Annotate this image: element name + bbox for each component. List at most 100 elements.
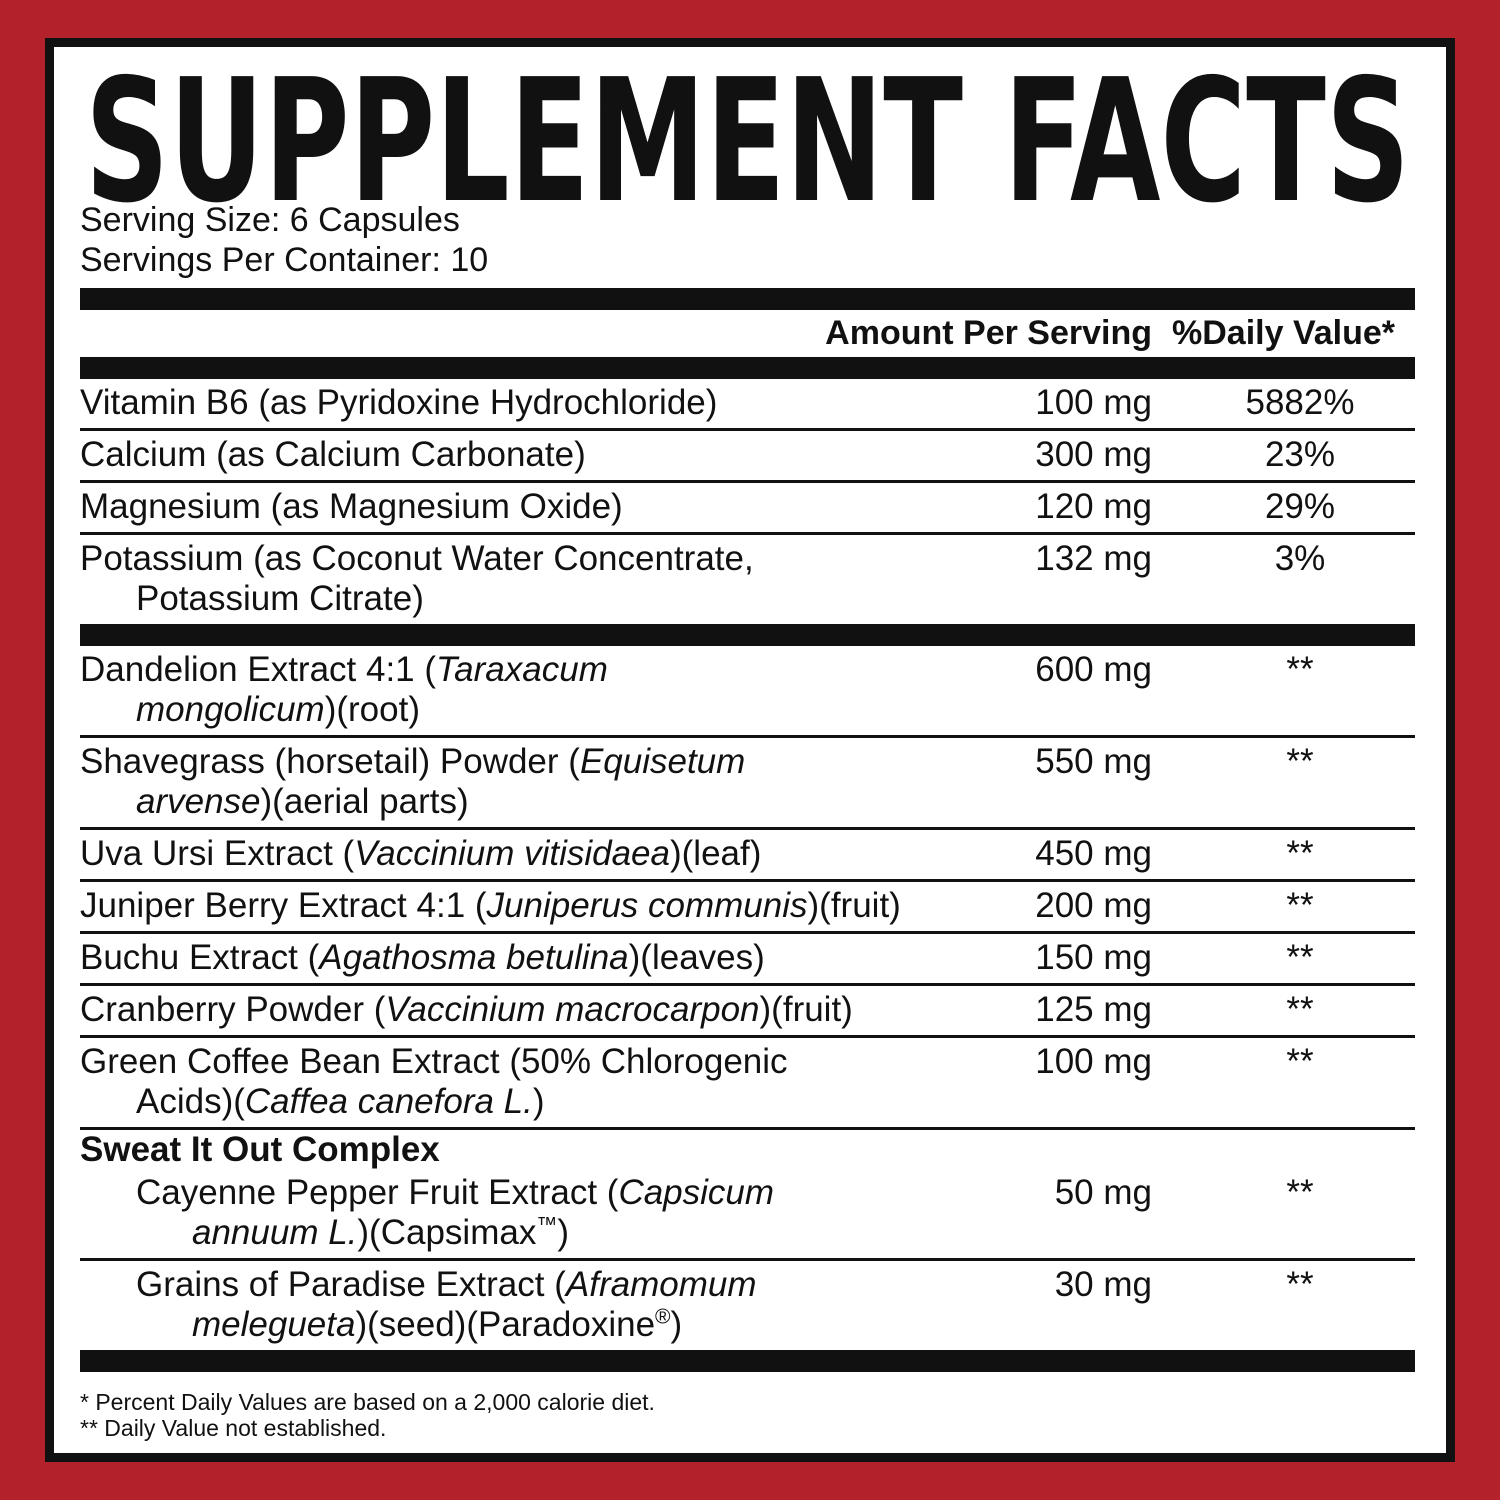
name-text: Vitamin B6 (as Pyridoxine Hydrochloride) (80, 383, 718, 422)
ingredient-name: Potassium (as Coconut Water Concentrate,… (80, 539, 1415, 619)
name-line: Potassium (as Coconut Water Concentrate, (80, 539, 1415, 579)
name-text: Grains of Paradise Extract ( (136, 1265, 566, 1304)
ingredient-name: Calcium (as Calcium Carbonate) (80, 435, 1415, 475)
rule-bar (80, 288, 1415, 310)
ingredient-name: Cranberry Powder (Vaccinium macrocarpon)… (80, 990, 1415, 1030)
name-line: Grains of Paradise Extract (Aframomum (136, 1265, 1415, 1305)
ingredient-row: Shavegrass (horsetail) Powder (Equisetum… (80, 738, 1415, 830)
facts-table: Amount Per Serving %Daily Value* Vitamin B… (80, 288, 1415, 1372)
facts-panel (45, 38, 1455, 1462)
name-line: Calcium (as Calcium Carbonate) (80, 435, 1415, 475)
name-text: Cranberry Powder ( (80, 990, 386, 1029)
name-line: Magnesium (as Magnesium Oxide) (80, 487, 1415, 527)
name-text: Juniper Berry Extract 4:1 ( (80, 886, 487, 925)
name-text: ) (532, 1082, 545, 1121)
daily-value-header: %Daily Value* (1172, 314, 1396, 352)
rule-bar (80, 624, 1415, 646)
name-text: )(Capsimax (357, 1213, 537, 1252)
ingredient-row: Dandelion Extract 4:1 (Taraxacum mongolic… (80, 646, 1415, 738)
name-text: Green Coffee Bean Extract (50% Chlorogen… (80, 1042, 788, 1081)
name-text: Uva Ursi Extract ( (80, 834, 355, 873)
ingredient-name: Magnesium (as Magnesium Oxide) (80, 487, 1415, 527)
title-area: SUPPLEMENT FACTS (85, 43, 1410, 230)
serving-info: Serving Size: 6 Capsules Servings Per Co… (80, 200, 488, 280)
name-line: Potassium Citrate) (80, 579, 1415, 619)
name-line: Cayenne Pepper Fruit Extract (Capsicum (136, 1173, 1415, 1213)
name-line: Buchu Extract (Agathosma betulina)(leave… (80, 938, 1415, 978)
rule-bar (80, 1350, 1415, 1372)
ingredient-name: Buchu Extract (Agathosma betulina)(leave… (80, 938, 1415, 978)
ingredient-row: Uva Ursi Extract (Vaccinium vitisidaea)(… (80, 830, 1415, 882)
name-text: )(leaf) (670, 834, 762, 873)
daily-value: ** (1286, 742, 1314, 781)
ingredient-name: Vitamin B6 (as Pyridoxine Hydrochloride) (80, 383, 1415, 423)
servings-per-container: Servings Per Container: 10 (80, 241, 489, 279)
name-text: Shavegrass (horsetail) Powder ( (80, 742, 580, 781)
ingredient-name: Shavegrass (horsetail) Powder (Equisetum… (80, 742, 1415, 822)
daily-value: ** (1286, 938, 1314, 977)
name-line: annuum L.)(Capsimax™) (136, 1213, 1415, 1253)
ingredient-row: Green Coffee Bean Extract (50% Chlorogen… (80, 1038, 1415, 1130)
name-text: melegueta (192, 1305, 356, 1344)
amount: 600 mg (1035, 650, 1152, 689)
name-line: Cranberry Powder (Vaccinium macrocarpon)… (80, 990, 1415, 1030)
name-line: Shavegrass (horsetail) Powder (Equisetum (80, 742, 1415, 782)
name-line: Uva Ursi Extract (Vaccinium vitisidaea)(… (80, 834, 1415, 874)
daily-value: ** (1286, 650, 1314, 689)
name-text: )(aerial parts) (260, 782, 469, 821)
daily-value: ** (1286, 1042, 1314, 1081)
ingredient-row: Cayenne Pepper Fruit Extract (Capsicum an… (80, 1169, 1415, 1261)
amount: 120 mg (1035, 487, 1152, 526)
daily-value: ** (1286, 834, 1314, 873)
name-text: Acids)( (136, 1082, 245, 1121)
name-line: Juniper Berry Extract 4:1 (Juniperus com… (80, 886, 1415, 926)
name-text: Dandelion Extract 4:1 ( (80, 650, 437, 689)
daily-value: ** (1286, 1173, 1314, 1212)
name-line: Acids)(Caffea canefora L.) (80, 1082, 1415, 1122)
ingredient-name: Cayenne Pepper Fruit Extract (Capsicum an… (80, 1173, 1415, 1253)
daily-value: 3% (1274, 539, 1326, 578)
name-text: Capsicum (618, 1173, 775, 1212)
footnotes: * Percent Daily Values are based on a 2,… (80, 1389, 655, 1441)
name-text: arvense (136, 782, 261, 821)
daily-value: 29% (1264, 487, 1336, 526)
name-text: ® (655, 1305, 671, 1329)
daily-value: ** (1286, 1265, 1314, 1304)
name-text: Caffea canefora L. (244, 1082, 533, 1121)
amount: 50 mg (1054, 1173, 1152, 1212)
name-text: Buchu Extract ( (80, 938, 320, 977)
ingredient-row: Buchu Extract (Agathosma betulina)(leave… (80, 934, 1415, 986)
serving-size: Serving Size: 6 Capsules (80, 201, 460, 239)
daily-value: 23% (1264, 435, 1336, 474)
name-text: Equisetum (579, 742, 746, 781)
name-text: Calcium (as Calcium Carbonate) (80, 435, 586, 474)
ingredient-name: Dandelion Extract 4:1 (Taraxacum mongolic… (80, 650, 1415, 730)
title: SUPPLEMENT FACTS (85, 43, 1410, 230)
name-text: Taraxacum (436, 650, 608, 689)
daily-value: 5882% (1245, 383, 1355, 422)
amount: 100 mg (1035, 1042, 1152, 1081)
amount-header: Amount Per Serving (825, 314, 1152, 352)
ingredient-row: Potassium (as Coconut Water Concentrate,… (80, 535, 1415, 624)
name-text: )(seed)(Paradoxine (355, 1305, 656, 1344)
name-line: Green Coffee Bean Extract (50% Chlorogen… (80, 1042, 1415, 1082)
footnote: ** Daily Value not established. (80, 1415, 387, 1441)
ingredient-row: Cranberry Powder (Vaccinium macrocarpon)… (80, 986, 1415, 1038)
ingredient-name: Grains of Paradise Extract (Aframomum mel… (80, 1265, 1415, 1345)
name-text: )(fruit) (759, 990, 853, 1029)
name-text: )(root) (324, 690, 420, 729)
name-text: Potassium (as Coconut Water Concentrate, (80, 539, 754, 578)
amount: 125 mg (1035, 990, 1152, 1029)
ingredient-row: Juniper Berry Extract 4:1 (Juniperus com… (80, 882, 1415, 934)
ingredient-row: Calcium (as Calcium Carbonate) 300 mg 23% (80, 431, 1415, 483)
ingredient-row: Magnesium (as Magnesium Oxide) 120 mg 29% (80, 483, 1415, 535)
daily-value: ** (1286, 886, 1314, 925)
amount: 300 mg (1035, 435, 1152, 474)
amount: 100 mg (1035, 383, 1152, 422)
name-text: annuum L. (192, 1213, 358, 1252)
name-text: )(fruit) (807, 886, 901, 925)
name-text: ) (557, 1213, 569, 1252)
daily-value: ** (1286, 990, 1314, 1029)
name-text: Juniperus communis (486, 886, 808, 925)
name-text: Magnesium (as Magnesium Oxide) (80, 487, 623, 526)
